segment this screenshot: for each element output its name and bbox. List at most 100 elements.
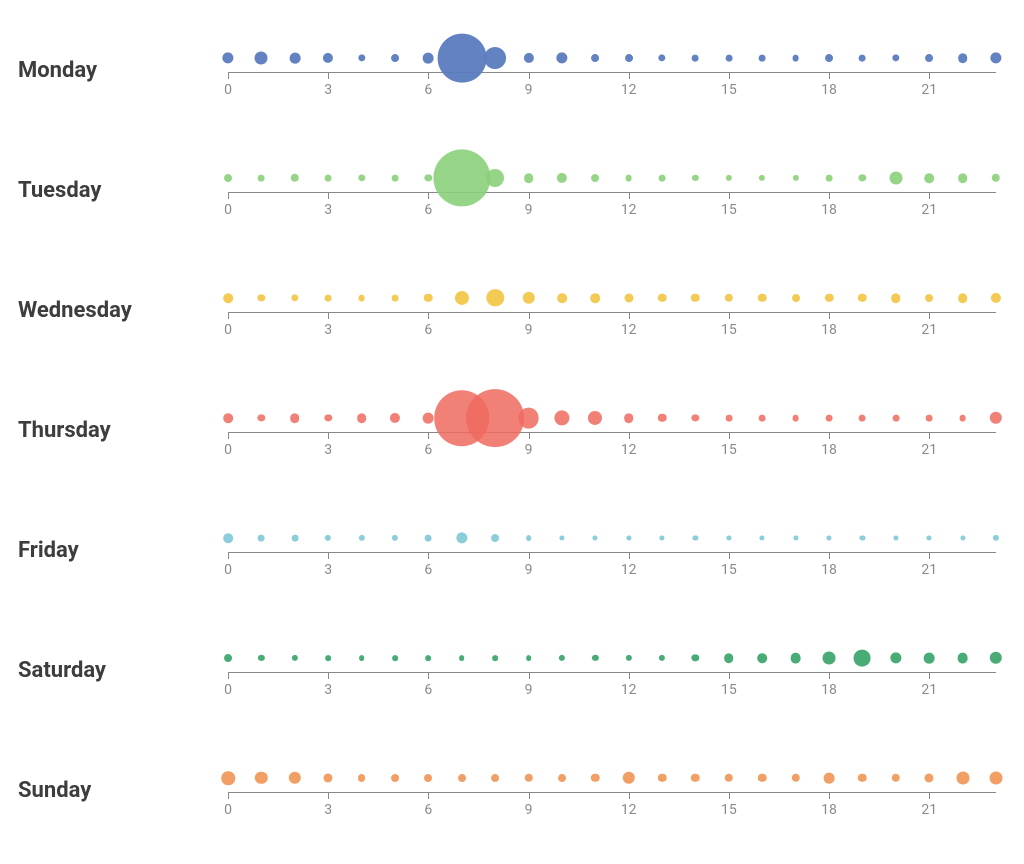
x-tick [829, 312, 830, 319]
x-tick-label: 6 [424, 802, 432, 818]
x-tick [328, 312, 329, 319]
bubble [486, 289, 503, 306]
bubble [258, 294, 265, 301]
x-tick-label: 21 [921, 442, 937, 458]
bubble [424, 774, 432, 782]
bubble [790, 653, 801, 664]
chart-row: Saturday036912151821 [18, 610, 1006, 730]
bubble [925, 54, 933, 62]
x-tick [829, 672, 830, 679]
day-label: Friday [18, 538, 198, 563]
x-tick-label: 3 [324, 202, 332, 218]
x-tick [228, 552, 229, 559]
bubble [724, 653, 734, 663]
x-axis [228, 192, 996, 193]
bubble [459, 655, 465, 661]
x-tick [929, 552, 930, 559]
bubble [425, 535, 432, 542]
bubble [423, 53, 434, 64]
bubble [224, 174, 232, 182]
bubble [325, 175, 332, 182]
x-tick-label: 0 [224, 442, 232, 458]
bubble [323, 53, 333, 63]
bubble [526, 535, 532, 541]
bubble [391, 54, 399, 62]
x-tick [529, 672, 530, 679]
bubble [692, 175, 698, 181]
x-tick [529, 312, 530, 319]
bubble [223, 413, 233, 423]
x-tick-label: 21 [921, 802, 937, 818]
bubble [792, 415, 799, 422]
day-label: Saturday [18, 658, 198, 683]
bubble [692, 414, 699, 421]
x-tick-label: 12 [621, 562, 637, 578]
bubble [891, 293, 901, 303]
bubble [659, 655, 665, 661]
x-tick [629, 72, 630, 79]
day-label: Sunday [18, 778, 198, 803]
x-tick [228, 72, 229, 79]
x-tick-label: 18 [821, 82, 837, 98]
x-axis [228, 72, 996, 73]
x-tick [929, 72, 930, 79]
bubble [324, 414, 331, 421]
bubble [556, 52, 567, 63]
bubble [892, 54, 899, 61]
bubble [390, 413, 400, 423]
bubble [759, 55, 766, 62]
bubble [859, 55, 866, 62]
bubble [557, 293, 567, 303]
x-tick [529, 72, 530, 79]
x-tick-label: 21 [921, 202, 937, 218]
bubble [890, 652, 901, 663]
bubble [892, 774, 900, 782]
bubble [554, 410, 569, 425]
chart-row: Sunday036912151821 [18, 730, 1006, 850]
x-tick [228, 672, 229, 679]
day-label: Thursday [18, 418, 198, 443]
bubble [425, 174, 432, 181]
bubble [291, 535, 298, 542]
x-tick-label: 18 [821, 322, 837, 338]
x-tick-label: 21 [921, 322, 937, 338]
x-tick-label: 6 [424, 322, 432, 338]
bubble [324, 773, 333, 782]
x-tick [328, 432, 329, 439]
bubble [826, 535, 831, 540]
bubble [358, 535, 364, 541]
bubble [456, 532, 467, 543]
bubble [924, 173, 934, 183]
bubble [793, 175, 799, 181]
bubble [357, 413, 367, 423]
bubble [559, 655, 565, 661]
x-tick-label: 21 [921, 82, 937, 98]
x-tick [629, 552, 630, 559]
x-tick-label: 12 [621, 682, 637, 698]
bubble [433, 149, 490, 206]
x-tick-label: 15 [721, 802, 737, 818]
bubble [826, 175, 833, 182]
x-tick-label: 12 [621, 802, 637, 818]
x-tick-label: 21 [921, 562, 937, 578]
x-tick [228, 432, 229, 439]
bubble [725, 294, 733, 302]
bubble [925, 294, 933, 302]
bubble [392, 175, 399, 182]
bubble [559, 535, 564, 540]
x-tick [929, 312, 930, 319]
bubble [925, 773, 934, 782]
x-tick [629, 792, 630, 799]
x-tick-label: 9 [525, 202, 533, 218]
x-tick-label: 6 [424, 562, 432, 578]
row-plot: 036912151821 [198, 370, 1006, 490]
x-tick [929, 432, 930, 439]
x-tick [829, 792, 830, 799]
chart-row: Friday036912151821 [18, 490, 1006, 610]
bubble [893, 535, 898, 540]
row-plot: 036912151821 [198, 730, 1006, 850]
x-tick [328, 552, 329, 559]
x-tick [428, 432, 429, 439]
x-tick [629, 312, 630, 319]
bubble [956, 772, 969, 785]
